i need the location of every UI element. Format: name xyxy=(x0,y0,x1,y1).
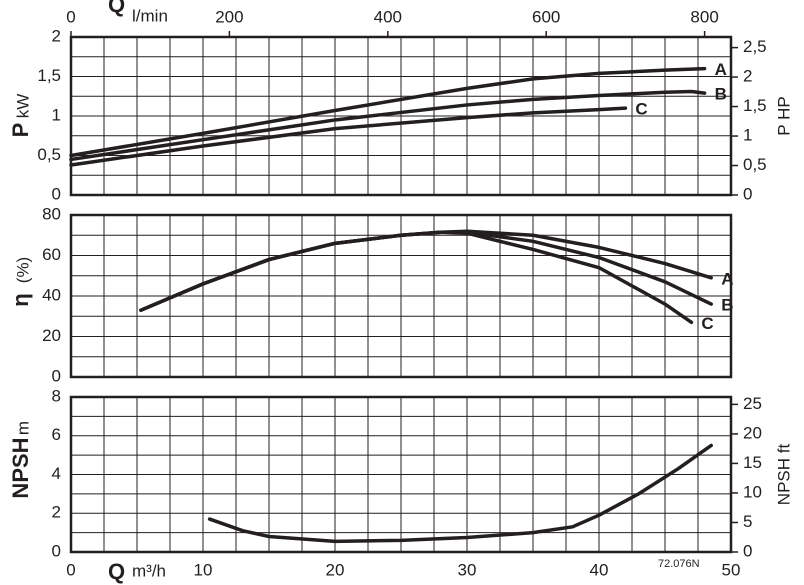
x-tick-label: 50 xyxy=(722,560,741,579)
x2-axis-label: Q xyxy=(108,0,125,17)
curve xyxy=(207,443,713,544)
y-axis-label: P xyxy=(8,123,33,138)
x2-tick-label: 200 xyxy=(215,7,243,26)
x-axis-label: Q xyxy=(108,559,125,584)
curve xyxy=(69,106,628,167)
y-tick-label: 4 xyxy=(52,464,61,483)
y-axis-unit: kW xyxy=(13,94,32,119)
x-tick-label: 10 xyxy=(194,560,213,579)
y-tick-label: 8 xyxy=(52,386,61,405)
y-tick-label: 0 xyxy=(52,184,61,203)
y2-tick-label: 1,5 xyxy=(743,96,767,115)
curve-label: A xyxy=(715,60,727,79)
x-tick-label: 20 xyxy=(326,560,345,579)
y2-tick-label: 2,5 xyxy=(743,37,767,56)
y-tick-label: 0,5 xyxy=(37,145,61,164)
curve xyxy=(139,229,713,312)
plot-frame xyxy=(69,35,733,197)
y-tick-label: 1,5 xyxy=(37,66,61,85)
curve-label: A xyxy=(721,269,733,288)
y-axis-label: NPSH xyxy=(8,437,33,498)
curve-label: C xyxy=(701,314,713,333)
y-tick-label: 6 xyxy=(52,425,61,444)
y2-tick-label: 0,5 xyxy=(743,155,767,174)
y2-axis-label: NPSH ft xyxy=(774,444,793,506)
curve-label: B xyxy=(721,296,733,315)
y-tick-label: 20 xyxy=(42,326,61,345)
curve xyxy=(69,66,707,158)
y2-tick-label: 5 xyxy=(743,512,752,531)
y-tick-label: 40 xyxy=(42,285,61,304)
y2-tick-label: 2 xyxy=(743,67,752,86)
y2-tick-label: 0 xyxy=(743,184,752,203)
y-tick-label: 0 xyxy=(52,366,61,385)
x-tick-label: 0 xyxy=(66,560,75,579)
curve xyxy=(139,230,713,312)
curve xyxy=(139,230,694,325)
curve xyxy=(69,89,707,162)
x-tick-label: 30 xyxy=(458,560,477,579)
y-tick-label: 80 xyxy=(42,204,61,223)
x2-tick-label: 800 xyxy=(690,7,718,26)
x2-axis-unit: l/min xyxy=(132,6,168,25)
y2-tick-label: 0 xyxy=(743,541,752,560)
y2-tick-label: 25 xyxy=(743,394,762,413)
plot-frame xyxy=(69,395,733,554)
y-tick-label: 2 xyxy=(52,503,61,522)
x2-tick-label: 600 xyxy=(532,7,560,26)
y2-tick-label: 20 xyxy=(743,423,762,442)
y2-tick-label: 10 xyxy=(743,482,762,501)
curve-label: C xyxy=(635,100,647,119)
x-axis-unit: m³/h xyxy=(132,561,166,580)
figure-code: 72.076N xyxy=(658,558,700,570)
x2-tick-label: 400 xyxy=(374,7,402,26)
y2-tick-label: 15 xyxy=(743,453,762,472)
y-tick-label: 0 xyxy=(52,541,61,560)
y-tick-label: 1 xyxy=(52,105,61,124)
x2-tick-label: 0 xyxy=(66,7,75,26)
y2-tick-label: 1 xyxy=(743,126,752,145)
x-tick-label: 40 xyxy=(590,560,609,579)
y2-axis-label: P HP xyxy=(774,96,793,135)
y-tick-label: 2 xyxy=(52,26,61,45)
curve-label: B xyxy=(715,85,727,104)
y-axis-label: η xyxy=(8,293,33,306)
plot-frame xyxy=(69,213,733,379)
y-axis-unit: m xyxy=(13,421,32,435)
y-axis-unit: (%) xyxy=(13,257,32,283)
y-tick-label: 60 xyxy=(42,245,61,264)
